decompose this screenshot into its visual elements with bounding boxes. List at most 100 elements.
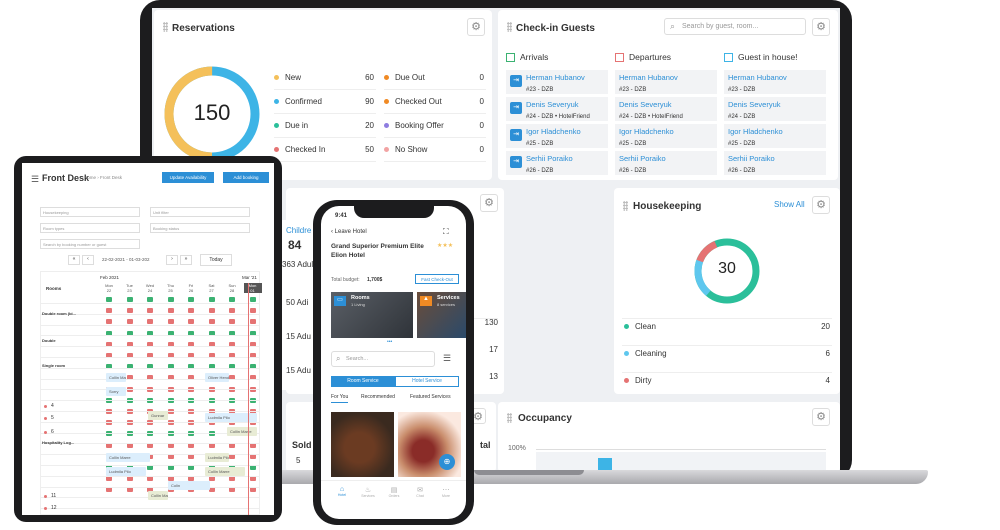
steak-image[interactable] xyxy=(331,412,394,477)
availability-cell[interactable] xyxy=(249,330,256,336)
leave-hotel-link[interactable]: ‹ Leave Hotel xyxy=(331,229,367,235)
filter-icon[interactable]: ☰ xyxy=(443,353,452,363)
gear-icon[interactable]: ⚙ xyxy=(467,18,485,36)
guest-item[interactable]: Igor Hladchenko #25 - DZB xyxy=(615,124,717,148)
availability-cell[interactable] xyxy=(167,375,174,381)
availability-cell[interactable] xyxy=(229,297,235,302)
availability-cell[interactable] xyxy=(126,308,133,314)
next-week-button[interactable]: » xyxy=(180,255,192,265)
today-button[interactable]: Today xyxy=(200,254,232,266)
guest-item[interactable]: Denis Severyuk #24 - DZB xyxy=(724,97,826,121)
gear-icon[interactable]: ⚙ xyxy=(812,408,830,426)
availability-cell[interactable] xyxy=(106,353,112,358)
guest-item[interactable]: Serhii Poraiko #26 - DZB xyxy=(615,151,717,175)
tab-recommended[interactable]: Recommended xyxy=(361,394,395,400)
booking-bar[interactable]: Ludmila Pilo xyxy=(205,453,229,462)
availability-cell[interactable] xyxy=(126,386,133,392)
availability-cell[interactable] xyxy=(188,386,194,392)
availability-cell[interactable] xyxy=(147,465,153,470)
availability-cell[interactable] xyxy=(167,364,174,370)
guest-name[interactable]: Denis Severyuk xyxy=(526,100,579,109)
booking-bar[interactable]: Collin Marre xyxy=(106,373,126,382)
availability-cell[interactable] xyxy=(147,442,153,448)
booking-bar[interactable]: Collin Marre xyxy=(106,453,150,462)
guest-name[interactable]: Igor Hladchenko xyxy=(526,127,581,136)
availability-cell[interactable] xyxy=(106,330,112,336)
update-availability-button[interactable]: Update Availability xyxy=(162,172,214,183)
booking-bar[interactable]: Collin Marre xyxy=(205,467,245,476)
availability-cell[interactable] xyxy=(188,330,194,336)
availability-cell[interactable] xyxy=(147,487,153,493)
guest-name[interactable]: Herman Hubanov xyxy=(526,73,585,82)
guest-item[interactable]: Serhii Poraiko #26 - DZB xyxy=(724,151,826,175)
availability-cell[interactable] xyxy=(106,442,112,448)
availability-cell[interactable] xyxy=(229,442,235,448)
availability-cell[interactable] xyxy=(249,319,256,325)
checkin-icon[interactable]: ⇥ xyxy=(510,156,522,168)
availability-cell[interactable] xyxy=(167,465,174,470)
availability-cell[interactable] xyxy=(167,308,174,314)
rooms-tile[interactable]: ▭ Rooms 1 Living xyxy=(331,292,413,338)
guest-item[interactable]: ⇥ Serhii Poraiko #26 - DZB xyxy=(506,151,608,175)
checkin-icon[interactable]: ⇥ xyxy=(510,75,522,87)
availability-cell[interactable] xyxy=(126,375,133,381)
prev-week-button[interactable]: « xyxy=(68,255,80,265)
hotel-service-toggle[interactable]: Hotel Service xyxy=(395,376,459,387)
availability-cell[interactable] xyxy=(249,297,256,302)
services-tile[interactable]: ▲ Services 8 services xyxy=(417,292,466,338)
availability-cell[interactable] xyxy=(229,308,235,314)
guest-name[interactable]: Serhii Poraiko xyxy=(619,154,666,163)
nav-item[interactable]: ♨ Services xyxy=(357,486,379,498)
booking-search-input[interactable]: Search by booking number or guest xyxy=(40,239,140,249)
availability-cell[interactable] xyxy=(106,319,112,325)
guest-name[interactable]: Serhii Poraiko xyxy=(526,154,573,163)
availability-cell[interactable] xyxy=(167,319,174,325)
availability-cell[interactable] xyxy=(126,487,133,493)
cart-icon[interactable]: ⊕ xyxy=(439,454,455,470)
availability-cell[interactable] xyxy=(126,364,133,370)
availability-cell[interactable] xyxy=(147,476,153,482)
guest-item[interactable]: ⇥ Denis Severyuk #24 - DZB • HotelFriend xyxy=(506,97,608,121)
availability-cell[interactable] xyxy=(188,341,194,347)
availability-cell[interactable] xyxy=(229,386,235,392)
booking-bar[interactable]: Sorry xyxy=(106,387,126,396)
availability-cell[interactable] xyxy=(126,442,133,448)
tab-for-you[interactable]: For You xyxy=(331,394,349,403)
guest-item[interactable]: ⇥ Igor Hladchenko #25 - DZB xyxy=(506,124,608,148)
availability-cell[interactable] xyxy=(147,364,153,370)
fast-checkout-button[interactable]: Fast Check-Out xyxy=(415,274,459,284)
availability-cell[interactable] xyxy=(208,341,215,347)
availability-cell[interactable] xyxy=(188,353,194,358)
availability-cell[interactable] xyxy=(167,453,174,459)
nav-item[interactable]: ▤ Orders xyxy=(383,486,405,498)
availability-cell[interactable] xyxy=(167,476,174,482)
availability-cell[interactable] xyxy=(249,364,256,370)
availability-cell[interactable] xyxy=(126,476,133,482)
checkin-icon[interactable]: ⇥ xyxy=(510,102,522,114)
show-all-link[interactable]: Show All xyxy=(774,200,805,209)
availability-cell[interactable] xyxy=(188,297,194,302)
availability-cell[interactable] xyxy=(229,476,235,482)
guest-name[interactable]: Denis Severyuk xyxy=(728,100,781,109)
date-range[interactable]: 22-02-2021 - 01-03-202 xyxy=(102,257,150,262)
availability-cell[interactable] xyxy=(147,431,153,437)
availability-cell[interactable] xyxy=(126,297,133,302)
availability-cell[interactable] xyxy=(208,353,215,358)
filter-select[interactable]: Unit filter xyxy=(150,207,250,217)
availability-cell[interactable] xyxy=(249,442,256,448)
availability-cell[interactable] xyxy=(188,442,194,448)
availability-cell[interactable] xyxy=(106,487,112,493)
menu-icon[interactable]: ☰ xyxy=(31,174,40,184)
availability-cell[interactable] xyxy=(147,341,153,347)
availability-cell[interactable] xyxy=(147,353,153,358)
availability-cell[interactable] xyxy=(208,308,215,314)
availability-cell[interactable] xyxy=(106,476,112,482)
drag-handle-icon[interactable] xyxy=(623,201,628,211)
room-service-toggle[interactable]: Room Service xyxy=(331,376,395,387)
availability-cell[interactable] xyxy=(126,353,133,358)
guest-item[interactable]: Herman Hubanov #23 - DZB xyxy=(724,70,826,94)
availability-cell[interactable] xyxy=(167,353,174,358)
guest-name[interactable]: Igor Hladchenko xyxy=(728,127,783,136)
gear-icon[interactable]: ⚙ xyxy=(812,18,830,36)
next-day-button[interactable]: › xyxy=(166,255,178,265)
